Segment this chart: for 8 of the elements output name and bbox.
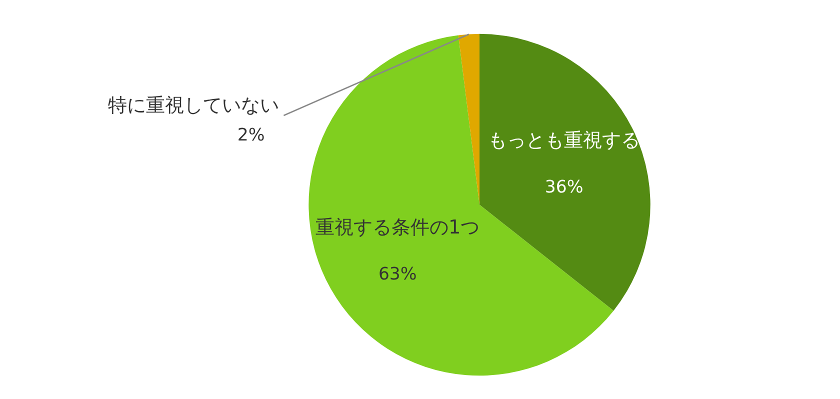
data-label: 63% <box>378 264 417 285</box>
slice-label: 特に重視していない <box>108 94 279 117</box>
pie-slice <box>480 34 650 311</box>
pie-slice <box>458 34 480 205</box>
slice-label: 重視する条件の1つ <box>316 216 480 239</box>
data-label: 36% <box>544 178 584 198</box>
data-label: 2% <box>237 125 265 146</box>
slice-label: もっとも重視する <box>488 128 640 152</box>
